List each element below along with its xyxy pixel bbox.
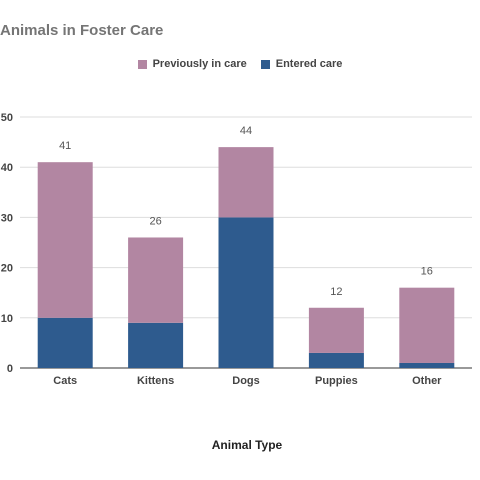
chart-legend: Previously in care Entered care: [0, 58, 480, 70]
legend-item-entered-care: Entered care: [260, 58, 343, 70]
total-data-label: 16: [421, 266, 433, 278]
legend-swatch-entered-care: [260, 59, 270, 69]
legend-label-entered-care: Entered care: [275, 58, 343, 70]
chart-title: Animals in Foster Care: [0, 22, 164, 39]
x-tick-label: Cats: [53, 375, 77, 387]
legend-item-previously-in-care: Previously in care: [137, 58, 247, 70]
bar-previously-in-care: [218, 147, 274, 218]
y-tick-label: 20: [1, 263, 13, 275]
y-tick-label: 30: [1, 212, 13, 224]
bar-previously-in-care: [399, 287, 455, 363]
bar-entered-care: [128, 322, 184, 368]
legend-label-previously-in-care: Previously in care: [152, 58, 247, 70]
bar-entered-care: [399, 362, 455, 368]
total-data-label: 26: [149, 215, 161, 227]
x-tick-label: Dogs: [232, 375, 260, 387]
x-tick-label: Other: [412, 375, 442, 387]
legend-swatch-previously-in-care: [137, 59, 147, 69]
total-data-label: 44: [240, 125, 252, 137]
y-tick-label: 0: [7, 363, 13, 375]
y-tick-label: 50: [1, 112, 13, 124]
bar-entered-care: [308, 352, 364, 368]
bar-previously-in-care: [37, 162, 93, 318]
bar-previously-in-care: [308, 307, 364, 353]
y-tick-label: 40: [1, 162, 13, 174]
x-tick-label: Puppies: [315, 375, 358, 387]
y-tick-label: 10: [1, 313, 13, 325]
total-data-label: 41: [59, 140, 71, 152]
total-data-label: 12: [330, 286, 342, 298]
x-tick-label: Kittens: [137, 375, 174, 387]
bar-entered-care: [218, 217, 274, 368]
bar-previously-in-care: [128, 237, 184, 323]
x-axis-title: Animal Type: [211, 438, 283, 452]
bar-entered-care: [37, 317, 93, 368]
